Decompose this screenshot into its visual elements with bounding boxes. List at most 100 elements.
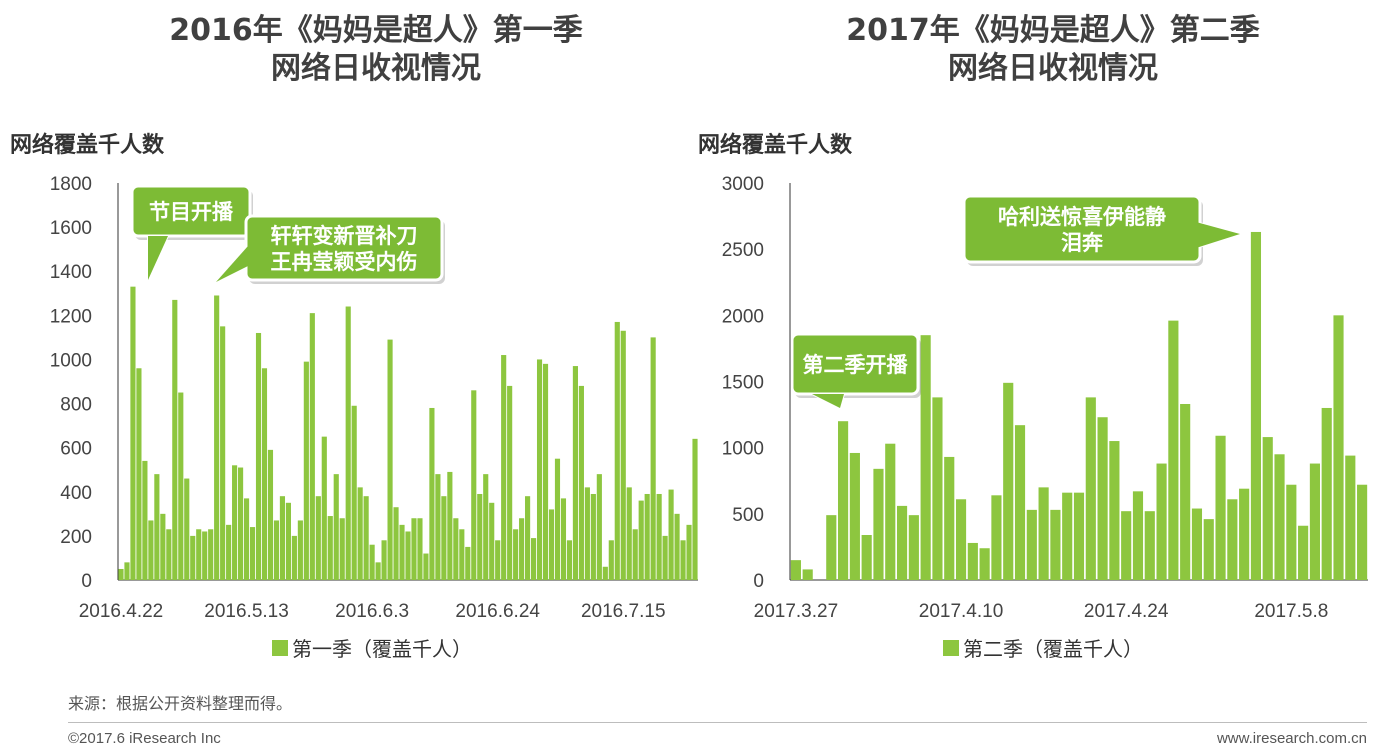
chart2-bar bbox=[849, 452, 860, 580]
chart1-x-tick-label: 2016.7.15 bbox=[581, 601, 666, 622]
chart1-y-tick-label: 200 bbox=[60, 527, 92, 548]
chart2-y-tick-label: 500 bbox=[732, 505, 764, 526]
chart1-bar bbox=[208, 529, 214, 580]
chart2-y-tick-label: 1500 bbox=[722, 373, 764, 394]
chart1-bar bbox=[495, 540, 501, 580]
chart1-bar bbox=[453, 518, 459, 580]
chart2-y-tick-label: 0 bbox=[753, 571, 764, 592]
copyright: ©2017.6 iResearch Inc bbox=[68, 730, 221, 747]
chart2-bar bbox=[1203, 519, 1214, 580]
callout-box bbox=[790, 332, 920, 396]
chart2-y-axis-label: 网络覆盖千人数 bbox=[698, 132, 853, 158]
chart1-bar bbox=[578, 385, 584, 580]
chart1-bar bbox=[118, 568, 124, 580]
chart1-bar bbox=[279, 496, 286, 580]
chart1-bar bbox=[429, 407, 435, 580]
chart1-bar bbox=[447, 471, 453, 580]
chart1-bar bbox=[166, 529, 172, 580]
chart1-bar bbox=[363, 496, 369, 580]
chart1-bar bbox=[501, 355, 507, 580]
chart2-bar bbox=[838, 421, 849, 580]
chart1-bar bbox=[285, 502, 291, 580]
chart2-bar bbox=[1073, 492, 1085, 580]
chart1-y-tick-label: 1000 bbox=[50, 350, 92, 371]
chart1-y-tick-label: 400 bbox=[60, 483, 92, 504]
chart2-x-tick-label: 2017.4.10 bbox=[919, 601, 1004, 622]
chart1-bar bbox=[620, 330, 626, 580]
chart2-bar bbox=[944, 456, 955, 580]
chart2-bar bbox=[826, 515, 837, 580]
chart1-bar bbox=[614, 321, 620, 580]
chart2-y-tick-label: 2000 bbox=[722, 306, 764, 327]
chart1-bar bbox=[686, 524, 692, 580]
chart2-bar bbox=[967, 542, 978, 580]
chart2-bar bbox=[1085, 397, 1096, 580]
chart1-bar bbox=[261, 368, 268, 580]
chart1-bar bbox=[232, 465, 238, 580]
chart1-bar bbox=[303, 361, 309, 580]
chart2-bar bbox=[1274, 454, 1285, 580]
chart1-bar bbox=[554, 458, 561, 580]
callout-box bbox=[130, 184, 252, 238]
chart2-y-tick-label: 3000 bbox=[722, 174, 764, 195]
chart2-bar bbox=[1357, 484, 1368, 580]
chart1-bar bbox=[483, 474, 489, 580]
chart2-bar bbox=[861, 535, 872, 580]
chart1-y-tick-label: 1400 bbox=[50, 262, 92, 283]
chart1-legend-label: 第一季（覆盖千人） bbox=[292, 637, 472, 661]
chart1-bar bbox=[608, 540, 614, 580]
chart2-bar bbox=[1062, 492, 1073, 580]
chart2-bar bbox=[908, 515, 919, 580]
chart1-bar bbox=[124, 562, 130, 580]
chart2-title: 2017年《妈妈是超人》第二季 网络日收视情况 bbox=[753, 12, 1353, 88]
chart2-y-tick-label: 1000 bbox=[722, 439, 764, 460]
chart1-bar bbox=[202, 531, 208, 580]
chart2-bar bbox=[1014, 425, 1026, 580]
chart1-bar bbox=[668, 489, 674, 580]
chart1-bar bbox=[423, 553, 429, 580]
chart1-bar bbox=[674, 513, 680, 580]
chart2-bar bbox=[979, 548, 990, 580]
chart1-bar bbox=[435, 474, 441, 580]
chart2-bar bbox=[873, 468, 884, 580]
chart1-bar bbox=[291, 535, 297, 580]
chart1-bar bbox=[220, 326, 226, 580]
chart2-bar bbox=[1239, 488, 1250, 580]
chart1-bar bbox=[656, 493, 662, 580]
chart1-bar bbox=[566, 540, 573, 580]
chart1-bar bbox=[572, 366, 578, 580]
chart1-x-tick-label: 2016.6.24 bbox=[455, 601, 540, 622]
chart1-bar bbox=[196, 529, 202, 580]
chart2-bar bbox=[1191, 508, 1203, 580]
chart1-y-tick-label: 600 bbox=[60, 439, 92, 460]
callout-text: 节目开播 bbox=[149, 200, 234, 224]
chart2-bar bbox=[1333, 315, 1344, 580]
chart1-x-tick-label: 2016.4.22 bbox=[79, 601, 164, 622]
chart2-y-tick-label: 2500 bbox=[722, 240, 764, 261]
chart1-legend-swatch bbox=[272, 640, 288, 656]
chart2-bar bbox=[1309, 463, 1320, 580]
chart1-bar bbox=[626, 487, 632, 580]
source-note: 来源：根据公开资料整理而得。 bbox=[68, 694, 293, 713]
chart2-bar bbox=[1298, 525, 1309, 580]
chart2-bar bbox=[1262, 437, 1273, 580]
chart1-bar bbox=[190, 535, 196, 580]
chart1-bar bbox=[184, 478, 190, 580]
chart1-bar bbox=[273, 520, 280, 580]
chart2-x-tick-label: 2017.4.24 bbox=[1084, 601, 1169, 622]
chart1-bar bbox=[321, 436, 327, 580]
chart1-bar bbox=[130, 286, 136, 580]
chart1-bar bbox=[249, 527, 256, 580]
chart1-bar bbox=[405, 531, 411, 580]
chart2-bar bbox=[991, 495, 1002, 580]
chart1-bar bbox=[471, 390, 477, 580]
chart1-title: 2016年《妈妈是超人》第一季 网络日收视情况 bbox=[76, 12, 676, 88]
callout-tail-fill bbox=[1196, 222, 1240, 248]
chart1-bar bbox=[632, 529, 638, 580]
chart2-legend-label: 第二季（覆盖千人） bbox=[963, 637, 1143, 661]
chart2-bar bbox=[1168, 320, 1179, 580]
chart1-bar bbox=[267, 449, 274, 580]
chart1-bar bbox=[525, 496, 531, 580]
chart1-x-tick-label: 2016.5.13 bbox=[204, 601, 289, 622]
